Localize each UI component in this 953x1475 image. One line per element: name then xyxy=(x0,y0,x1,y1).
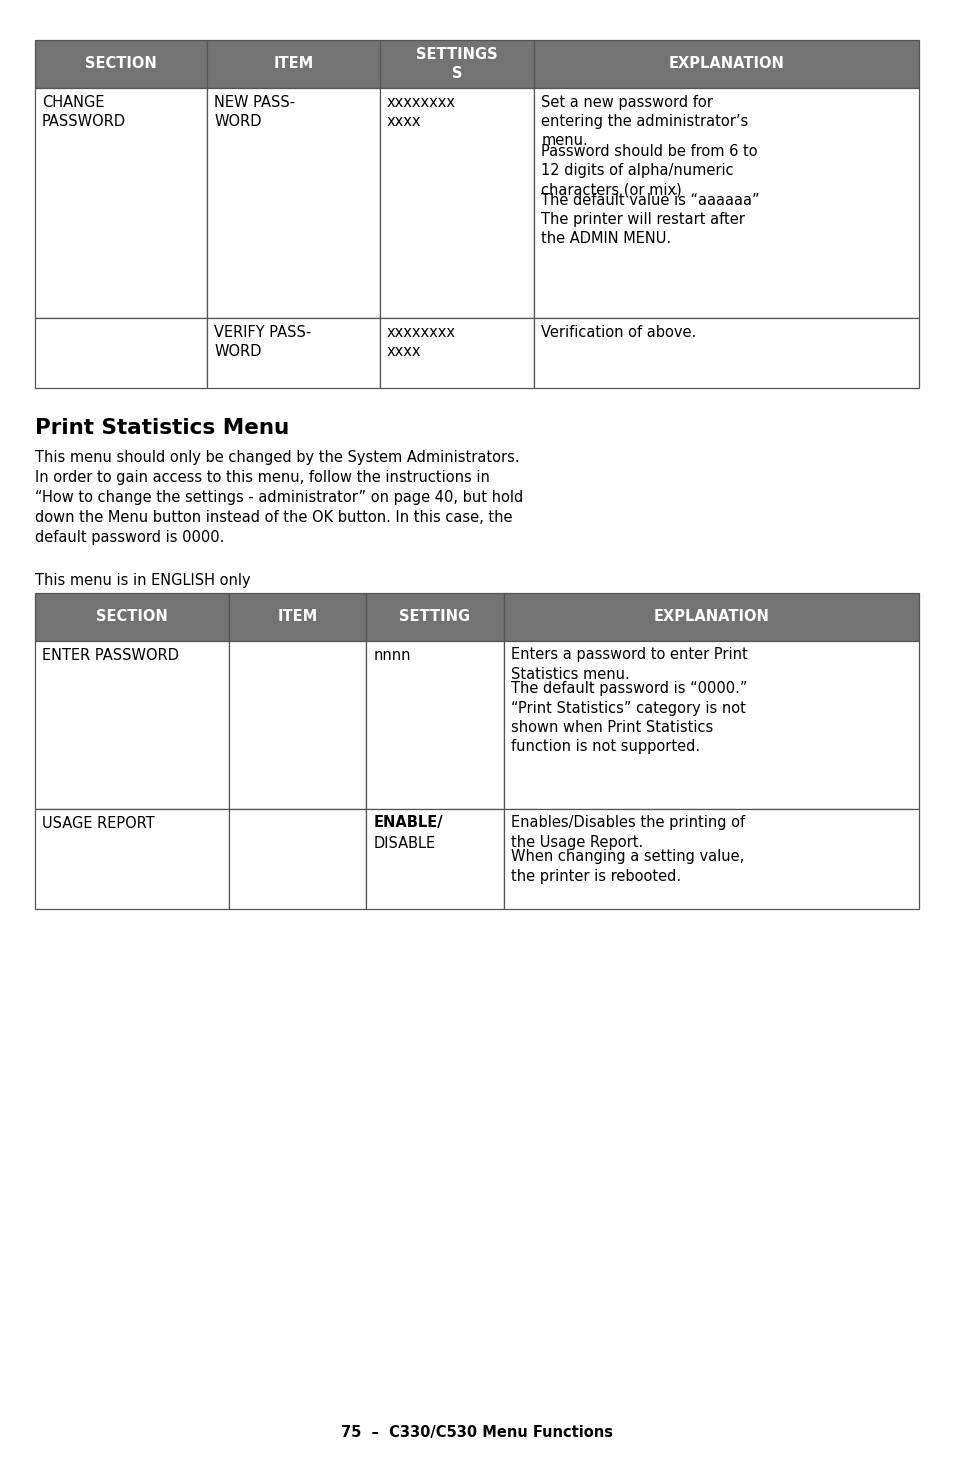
Bar xyxy=(35,640,230,808)
Bar xyxy=(503,593,918,640)
Text: 75  –  C330/C530 Menu Functions: 75 – C330/C530 Menu Functions xyxy=(340,1425,613,1441)
Text: This menu should only be changed by the System Administrators.
In order to gain : This menu should only be changed by the … xyxy=(35,450,522,546)
Bar xyxy=(366,808,503,909)
Bar xyxy=(379,40,534,88)
Text: The default value is “aaaaaa”: The default value is “aaaaaa” xyxy=(541,193,760,208)
Bar xyxy=(207,88,379,319)
Bar xyxy=(366,640,503,808)
Text: xxxxxxxx
xxxx: xxxxxxxx xxxx xyxy=(386,94,456,130)
Bar xyxy=(230,640,366,808)
Text: USAGE REPORT: USAGE REPORT xyxy=(42,816,154,830)
Bar xyxy=(366,593,503,640)
Text: VERIFY PASS-
WORD: VERIFY PASS- WORD xyxy=(214,324,312,360)
Text: ENTER PASSWORD: ENTER PASSWORD xyxy=(42,648,179,662)
Text: CHANGE
PASSWORD: CHANGE PASSWORD xyxy=(42,94,126,130)
Bar xyxy=(230,593,366,640)
Bar xyxy=(35,593,230,640)
Text: Password should be from 6 to
12 digits of alpha/numeric
characters (or mix): Password should be from 6 to 12 digits o… xyxy=(541,145,758,198)
Text: DISABLE: DISABLE xyxy=(374,836,436,851)
Bar xyxy=(503,640,918,808)
Text: EXPLANATION: EXPLANATION xyxy=(668,56,784,71)
Bar xyxy=(230,808,366,909)
Bar xyxy=(534,319,918,388)
Text: ITEM: ITEM xyxy=(277,609,317,624)
Bar xyxy=(207,40,379,88)
Text: This menu is in ENGLISH only: This menu is in ENGLISH only xyxy=(35,572,251,587)
Bar xyxy=(35,319,207,388)
Text: SECTION: SECTION xyxy=(96,609,168,624)
Bar xyxy=(35,88,207,319)
Text: SETTINGS
S: SETTINGS S xyxy=(416,47,497,81)
Bar xyxy=(35,40,207,88)
Text: Print Statistics Menu: Print Statistics Menu xyxy=(35,417,289,438)
Bar xyxy=(534,40,918,88)
Text: The printer will restart after
the ADMIN MENU.: The printer will restart after the ADMIN… xyxy=(541,212,744,246)
Text: Enables/Disables the printing of
the Usage Report.: Enables/Disables the printing of the Usa… xyxy=(510,816,744,850)
Text: SETTING: SETTING xyxy=(399,609,470,624)
Text: Verification of above.: Verification of above. xyxy=(541,324,696,341)
Text: NEW PASS-
WORD: NEW PASS- WORD xyxy=(214,94,295,130)
Text: Set a new password for
entering the administrator’s
menu.: Set a new password for entering the admi… xyxy=(541,94,748,149)
Text: ENABLE/: ENABLE/ xyxy=(374,816,442,830)
Text: Enters a password to enter Print
Statistics menu.: Enters a password to enter Print Statist… xyxy=(510,648,746,681)
Text: xxxxxxxx
xxxx: xxxxxxxx xxxx xyxy=(386,324,456,360)
Bar xyxy=(379,319,534,388)
Bar xyxy=(503,808,918,909)
Text: ITEM: ITEM xyxy=(274,56,314,71)
Bar xyxy=(35,808,230,909)
Text: SECTION: SECTION xyxy=(85,56,157,71)
Text: The default password is “0000.”: The default password is “0000.” xyxy=(510,681,746,696)
Text: When changing a setting value,
the printer is rebooted.: When changing a setting value, the print… xyxy=(510,850,743,884)
Text: EXPLANATION: EXPLANATION xyxy=(653,609,768,624)
Bar xyxy=(207,319,379,388)
Text: “Print Statistics” category is not
shown when Print Statistics
function is not s: “Print Statistics” category is not shown… xyxy=(510,701,744,754)
Bar xyxy=(379,88,534,319)
Bar xyxy=(534,88,918,319)
Text: nnnn: nnnn xyxy=(374,648,411,662)
